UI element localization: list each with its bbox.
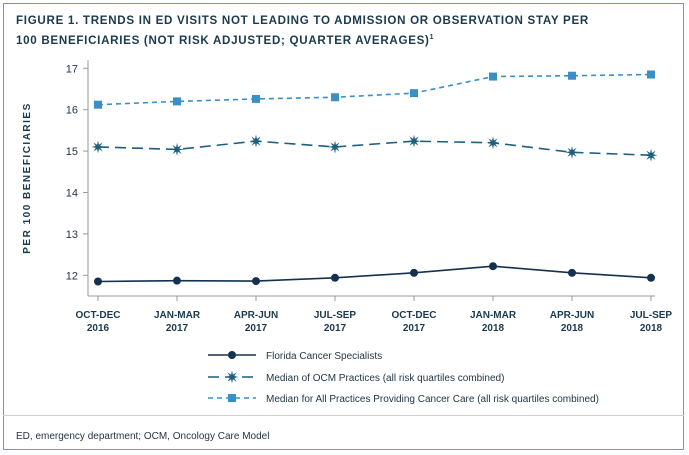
series-line	[97, 73, 652, 106]
data-point	[173, 276, 181, 285]
figure-title-line1: TRENDS IN ED VISITS NOT LEADING TO ADMIS…	[82, 14, 589, 27]
data-point	[331, 93, 339, 102]
x-tick-label: OCT-DEC	[76, 310, 121, 321]
x-tick-label: JAN-MAR	[154, 310, 201, 321]
chart-legend: Florida Cancer Specialists Median of OCM …	[208, 351, 599, 405]
chart-series	[91, 70, 658, 286]
data-point	[173, 97, 181, 106]
data-point	[252, 277, 260, 286]
legend-marker	[225, 370, 239, 384]
data-point	[94, 277, 102, 286]
data-point	[647, 273, 655, 282]
footnote-divider	[3, 415, 684, 416]
footnote: ED, emergency department; OCM, Oncology …	[16, 431, 270, 442]
y-tick-label: 17	[66, 63, 78, 75]
data-point	[170, 142, 184, 156]
x-tick-label-year: 2017	[324, 323, 347, 334]
x-tick-label-year: 2018	[561, 323, 584, 334]
data-point	[410, 89, 418, 98]
x-tick-label: JUL-SEP	[630, 310, 673, 321]
data-point	[331, 273, 339, 282]
y-tick-label: 13	[66, 229, 78, 241]
legend-label: Median of OCM Practices (all risk quarti…	[266, 373, 504, 384]
y-tick-label: 14	[66, 187, 78, 199]
y-tick-label: 16	[66, 105, 78, 117]
data-point	[486, 136, 500, 150]
y-tick-label: 12	[66, 270, 78, 282]
y-axis-label: PER 100 BENEFICIARIES	[22, 102, 33, 254]
data-point	[407, 134, 421, 148]
data-point	[489, 262, 497, 271]
data-point	[568, 268, 576, 277]
data-point	[489, 72, 497, 81]
x-tick-label: JAN-MAR	[470, 310, 517, 321]
x-tick-label-year: 2016	[87, 323, 110, 334]
x-tick-label: APR-JUN	[234, 310, 278, 321]
data-point	[249, 134, 263, 148]
series-star	[91, 134, 658, 162]
figure-label: FIGURE 1.	[16, 14, 79, 27]
series-circle	[94, 262, 655, 286]
figure-title-line2: 100 BENEFICIARIES (NOT RISK ADJUSTED; QU…	[16, 33, 430, 47]
data-point	[252, 94, 260, 103]
data-point	[410, 268, 418, 277]
data-point	[568, 71, 576, 80]
y-tick-label: 15	[66, 146, 78, 158]
legend-marker	[228, 351, 236, 359]
series-square	[94, 70, 655, 109]
data-point	[328, 140, 342, 154]
legend-label: Median for All Practices Providing Cance…	[266, 394, 599, 405]
data-point	[647, 70, 655, 79]
figure-title: FIGURE 1. TRENDS IN ED VISITS NOT LEADIN…	[16, 12, 656, 49]
x-tick-label-year: 2018	[482, 323, 505, 334]
data-point	[565, 145, 579, 159]
data-point	[91, 140, 105, 154]
chart-axes: 12 13 14 15 16 17 PER 100 BENEFICIARIES OCT-DEC…	[22, 60, 672, 334]
x-tick-label: APR-JUN	[550, 310, 594, 321]
series-line	[97, 265, 652, 283]
series-line	[97, 140, 652, 157]
legend-marker	[228, 394, 236, 402]
x-tick-label: OCT-DEC	[392, 310, 437, 321]
x-tick-label-year: 2017	[245, 323, 268, 334]
data-point	[644, 148, 658, 162]
title-footnote-mark: 1	[429, 34, 435, 41]
x-tick-label-year: 2017	[166, 323, 189, 334]
legend-label: Florida Cancer Specialists	[266, 351, 382, 362]
x-tick-label-year: 2018	[640, 323, 663, 334]
data-point	[94, 100, 102, 109]
x-tick-label-year: 2017	[403, 323, 426, 334]
x-tick-label: JUL-SEP	[314, 310, 357, 321]
